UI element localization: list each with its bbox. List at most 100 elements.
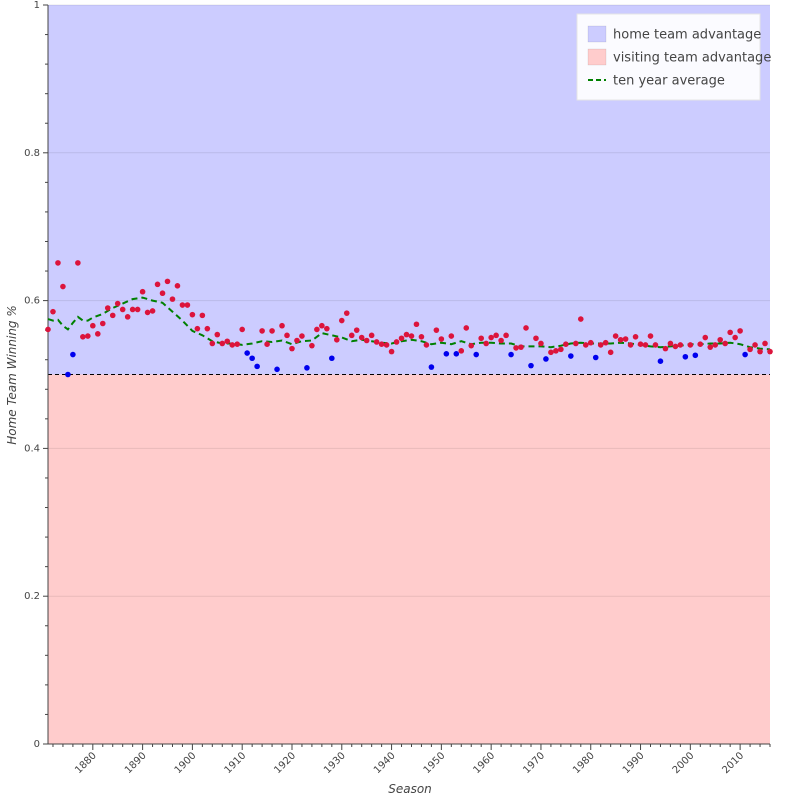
y-tick-label: 0.6: [24, 296, 40, 307]
data-point: [607, 349, 614, 356]
data-point: [314, 326, 320, 333]
data-point: [343, 310, 350, 316]
data-point: [229, 342, 236, 348]
y-tick-label: 0: [34, 739, 40, 750]
x-tick-label: 1900: [173, 750, 199, 776]
x-tick-label: 2010: [720, 750, 746, 776]
x-tick-label: 1970: [521, 750, 547, 776]
data-point: [383, 342, 390, 348]
data-point: [672, 343, 679, 350]
data-point: [762, 340, 768, 347]
legend-label: visiting team advantage: [613, 51, 771, 66]
legend-box: [576, 13, 761, 101]
x-tick-label: 1960: [472, 750, 498, 776]
data-point: [378, 341, 385, 348]
data-point: [55, 260, 61, 266]
data-point: [274, 366, 280, 373]
data-point: [259, 328, 265, 334]
data-point: [498, 337, 504, 344]
data-point: [518, 344, 524, 350]
data-point: [577, 316, 584, 322]
data-point: [617, 336, 624, 343]
data-point: [109, 312, 116, 319]
y-tick-label: 0.2: [24, 591, 40, 602]
data-point: [642, 342, 649, 348]
y-tick-label: 0.8: [24, 148, 40, 159]
data-point: [652, 342, 659, 348]
y-axis-title: Home Team Winning %: [5, 305, 19, 445]
y-tick-label: 1: [34, 0, 40, 11]
data-point: [647, 333, 654, 339]
x-tick-label: 1920: [272, 750, 298, 776]
data-point: [45, 326, 51, 333]
data-point: [727, 329, 733, 336]
data-point: [493, 332, 499, 339]
data-point: [114, 300, 121, 307]
legend-label: home team advantage: [613, 28, 761, 43]
data-point: [324, 325, 330, 332]
data-point: [508, 351, 514, 358]
data-point: [717, 336, 724, 343]
data-point: [483, 340, 489, 347]
data-point: [269, 328, 275, 334]
data-point: [134, 306, 141, 313]
legend-label: ten year average: [613, 74, 725, 89]
data-point: [309, 342, 315, 349]
data-point: [533, 335, 539, 342]
x-tick-label: 1980: [571, 750, 597, 776]
x-axis-ticks: 1880 1890 1900 1910 1920 1930 1940 1950 1960 1970…: [52, 744, 771, 776]
data-points: [45, 260, 773, 378]
axes: [47, 5, 770, 745]
data-point: [757, 348, 763, 355]
data-point: [563, 341, 569, 348]
data-point: [144, 309, 151, 316]
data-point: [244, 350, 250, 356]
data-point: [408, 333, 415, 339]
data-point: [373, 339, 380, 345]
data-point: [119, 306, 126, 313]
data-point: [294, 337, 300, 344]
data-point: [478, 335, 485, 342]
data-point: [129, 306, 136, 313]
data-point: [523, 325, 529, 331]
y-tick-label: 0.4: [24, 443, 40, 454]
data-point: [503, 332, 509, 339]
data-point: [453, 351, 460, 357]
data-point: [592, 354, 599, 361]
data-point: [264, 341, 270, 348]
data-point: [423, 342, 430, 348]
data-point: [553, 348, 559, 354]
legend-swatch: [587, 25, 607, 43]
data-point: [458, 348, 465, 354]
data-point: [224, 338, 231, 345]
legend-swatch: [587, 48, 607, 66]
data-point: [403, 331, 410, 338]
data-point: [662, 345, 669, 352]
data-point: [358, 334, 365, 341]
data-point: [413, 321, 420, 328]
data-point: [348, 332, 355, 339]
data-point: [194, 325, 201, 332]
data-point: [438, 336, 445, 342]
data-point: [85, 333, 91, 339]
data-point: [712, 342, 719, 348]
data-point: [513, 345, 519, 351]
data-point: [368, 332, 375, 339]
data-point: [124, 314, 131, 320]
x-tick-label: 1930: [322, 750, 348, 776]
data-point: [299, 333, 305, 339]
data-point: [65, 371, 71, 378]
data-point: [139, 288, 146, 295]
data-point: [154, 281, 161, 288]
data-point: [742, 351, 748, 358]
data-point: [174, 283, 181, 289]
data-point: [334, 336, 340, 343]
data-point: [433, 327, 440, 333]
data-point: [254, 363, 260, 370]
data-point: [722, 340, 728, 347]
data-point: [99, 320, 106, 327]
data-point: [468, 342, 475, 349]
data-point: [548, 349, 554, 356]
data-point: [697, 341, 704, 348]
